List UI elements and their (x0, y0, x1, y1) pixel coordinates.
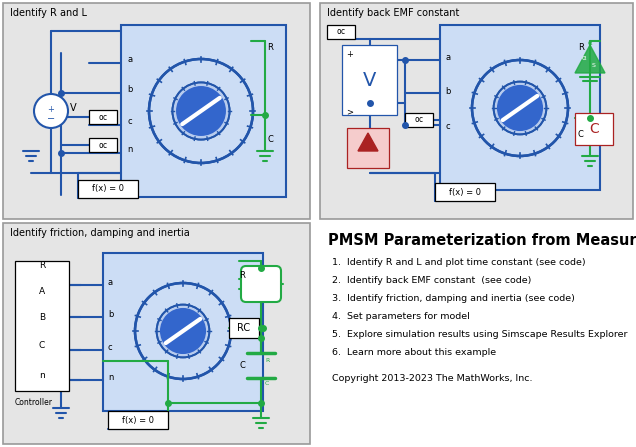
FancyBboxPatch shape (3, 223, 310, 444)
Text: c: c (108, 343, 113, 352)
Text: 3.  Identify friction, damping and inertia (see code): 3. Identify friction, damping and inerti… (332, 294, 575, 303)
Circle shape (156, 304, 209, 358)
Text: V: V (363, 71, 376, 89)
Circle shape (494, 82, 546, 135)
Text: c: c (127, 117, 132, 126)
Text: b: b (445, 87, 450, 96)
FancyBboxPatch shape (575, 113, 613, 145)
Text: n: n (108, 373, 113, 382)
Text: a: a (445, 53, 450, 62)
Text: +: + (48, 105, 55, 114)
Circle shape (34, 94, 68, 128)
Text: 2.  Identify back EMF constant  (see code): 2. Identify back EMF constant (see code) (332, 276, 531, 285)
Text: R: R (265, 358, 269, 363)
Text: 4.  Set parameters for model: 4. Set parameters for model (332, 312, 470, 321)
FancyBboxPatch shape (89, 110, 117, 124)
FancyBboxPatch shape (405, 113, 433, 127)
Text: c: c (445, 122, 450, 131)
Text: α: α (582, 55, 586, 61)
Text: b: b (108, 310, 113, 319)
Text: +: + (346, 50, 353, 59)
Text: Identify friction, damping and inertia: Identify friction, damping and inertia (10, 228, 190, 238)
Text: oc: oc (336, 28, 345, 37)
Text: Identify back EMF constant: Identify back EMF constant (327, 8, 459, 18)
Text: f(x) = 0: f(x) = 0 (449, 187, 481, 197)
FancyBboxPatch shape (121, 25, 286, 197)
Text: V: V (70, 103, 76, 113)
Text: 5.  Explore simulation results using Simscape Results Explorer: 5. Explore simulation results using Sims… (332, 330, 628, 339)
Text: RC: RC (237, 323, 251, 333)
FancyBboxPatch shape (435, 183, 495, 201)
Text: oc: oc (415, 115, 424, 125)
FancyBboxPatch shape (347, 128, 389, 168)
Text: −: − (47, 114, 55, 124)
Text: C: C (239, 361, 245, 370)
FancyBboxPatch shape (342, 45, 397, 115)
Circle shape (497, 85, 543, 131)
Text: S: S (592, 63, 596, 68)
Circle shape (149, 59, 253, 163)
Text: >: > (346, 107, 353, 116)
FancyBboxPatch shape (89, 138, 117, 152)
Text: oc: oc (99, 113, 107, 122)
Text: α: α (588, 40, 593, 46)
Text: R: R (267, 43, 273, 52)
FancyBboxPatch shape (3, 3, 310, 219)
Text: B: B (39, 313, 45, 322)
Text: C: C (578, 130, 584, 139)
Text: C: C (265, 381, 270, 386)
FancyBboxPatch shape (108, 411, 168, 429)
Text: Copyright 2013-2023 The MathWorks, Inc.: Copyright 2013-2023 The MathWorks, Inc. (332, 374, 532, 383)
Text: b: b (127, 85, 132, 94)
Text: f(x) = 0: f(x) = 0 (92, 185, 124, 194)
Text: oc: oc (99, 140, 107, 149)
Text: a: a (108, 278, 113, 287)
Circle shape (176, 86, 226, 136)
Text: 1.  Identify R and L and plot time constant (see code): 1. Identify R and L and plot time consta… (332, 258, 586, 267)
Polygon shape (358, 133, 378, 151)
Text: a: a (127, 55, 132, 64)
Text: C: C (39, 341, 45, 350)
Text: Controller: Controller (15, 398, 53, 407)
Circle shape (472, 60, 568, 156)
FancyBboxPatch shape (78, 180, 138, 198)
FancyBboxPatch shape (440, 25, 600, 190)
Text: A: A (39, 287, 45, 295)
FancyBboxPatch shape (320, 3, 633, 219)
Circle shape (135, 283, 231, 379)
Text: C: C (267, 135, 273, 144)
Text: R: R (239, 271, 245, 280)
FancyBboxPatch shape (15, 261, 69, 391)
Text: n: n (39, 371, 45, 380)
Text: C: C (589, 122, 599, 136)
Text: R: R (39, 261, 45, 270)
Text: n: n (127, 145, 132, 154)
FancyBboxPatch shape (327, 25, 355, 39)
Polygon shape (575, 45, 605, 73)
Text: Identify R and L: Identify R and L (10, 8, 87, 18)
Circle shape (172, 82, 230, 139)
FancyBboxPatch shape (241, 266, 281, 302)
Circle shape (160, 308, 206, 354)
Text: f(x) = 0: f(x) = 0 (122, 416, 154, 425)
Text: 6.  Learn more about this example: 6. Learn more about this example (332, 348, 496, 357)
Text: R: R (578, 43, 584, 52)
FancyBboxPatch shape (103, 253, 263, 411)
Text: PMSM Parameterization from Measurements: PMSM Parameterization from Measurements (328, 233, 636, 248)
FancyBboxPatch shape (229, 318, 259, 338)
